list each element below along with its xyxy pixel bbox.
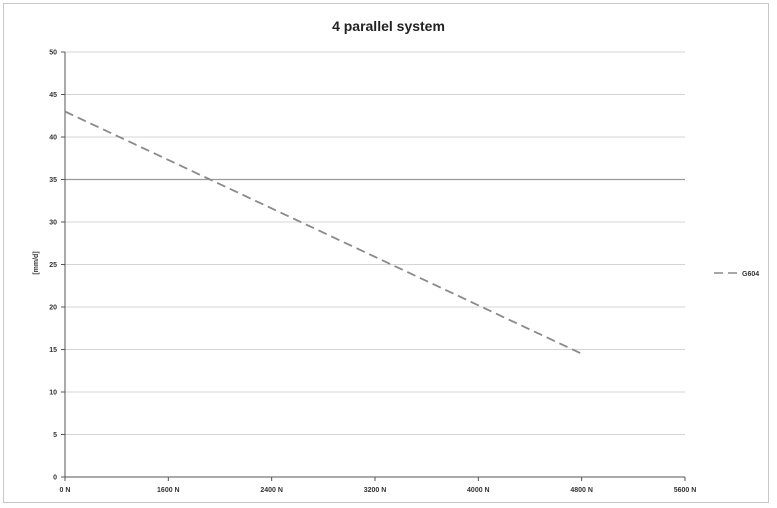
y-tick-label: 40 [49,135,57,142]
gridlines [65,51,685,478]
y-tick-label: 45 [49,92,57,99]
axes [61,51,686,481]
y-tick-label: 25 [49,262,57,269]
x-tick-label: 2400 N [260,487,283,494]
x-tick-label: 3200 N [364,487,387,494]
chart-frame [3,3,769,503]
x-tick-label: 0 N [60,487,71,494]
chart-title: 4 parallel system [332,18,445,34]
x-tick-label: 5600 N [674,487,697,494]
x-tick-label: 4800 N [570,487,593,494]
legend: G604 [714,271,759,278]
y-tick-label: 35 [49,177,57,184]
y-axis-title: [mm/d] [33,251,40,274]
y-tick-label: 5 [53,432,57,439]
x-tick-label: 4000 N [467,487,490,494]
y-tick-label: 15 [49,347,57,354]
y-tick-label: 50 [49,50,57,57]
y-tick-label: 10 [49,390,57,397]
series-line-g604 [64,110,583,355]
y-tick-label: 20 [49,305,57,312]
y-tick-labels: 0 5 10 15 20 25 30 35 40 45 50 [49,50,57,482]
y-tick-label: 30 [49,220,57,227]
y-tick-label: 0 [53,475,57,482]
legend-label-g604: G604 [742,271,759,278]
x-tick-label: 1600 N [157,487,180,494]
x-tick-labels: 0 N 1600 N 2400 N 3200 N 4000 N 4800 N 5600 N [60,487,697,494]
series-lines [64,110,583,355]
